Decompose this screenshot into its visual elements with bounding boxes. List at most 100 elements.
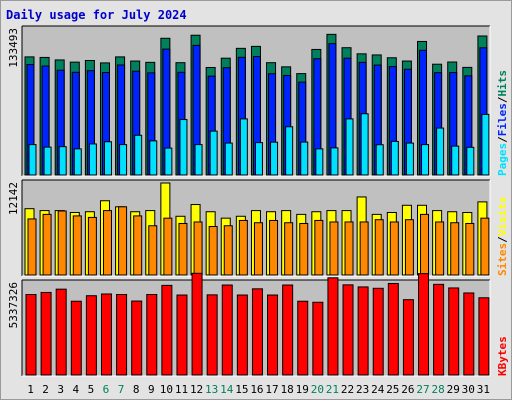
bar-pages-day-2	[43, 146, 52, 176]
bar-pages-day-16	[254, 142, 263, 176]
bar-kbytes-day-10	[161, 284, 173, 376]
day-label-19: 19	[296, 383, 309, 396]
bar-kbytes-day-24	[372, 287, 384, 376]
legend-item-files: Files	[496, 103, 509, 136]
bar-pages-day-30	[466, 146, 475, 176]
day-label-9: 9	[148, 383, 155, 396]
bar-kbytes-day-7	[116, 294, 128, 376]
bar-pages-day-17	[270, 141, 279, 176]
bar-kbytes-day-14	[221, 284, 233, 376]
day-label-31: 31	[477, 383, 490, 396]
bar-kbytes-day-31	[478, 297, 490, 376]
bar-sites-day-18	[284, 222, 294, 276]
bar-pages-day-29	[451, 145, 460, 176]
day-label-18: 18	[281, 383, 294, 396]
bar-kbytes-day-20	[312, 301, 324, 376]
day-label-11: 11	[175, 383, 188, 396]
legend-visitors: Sites/Visits	[496, 197, 509, 277]
bar-pages-day-28	[436, 127, 445, 176]
day-label-22: 22	[341, 383, 354, 396]
bar-pages-day-12	[194, 144, 203, 176]
max-label-kbytes: 5337326	[7, 282, 20, 328]
bar-kbytes-day-22	[342, 284, 354, 376]
day-label-12: 12	[190, 383, 203, 396]
day-label-13: 13	[205, 383, 218, 396]
bar-pages-day-21	[330, 147, 339, 176]
bar-sites-day-25	[389, 221, 399, 276]
day-label-20: 20	[311, 383, 324, 396]
bar-kbytes-day-21	[327, 277, 339, 376]
bar-sites-day-19	[299, 222, 309, 276]
day-label-10: 10	[160, 383, 173, 396]
bar-pages-day-8	[134, 134, 143, 176]
bar-kbytes-day-5	[85, 295, 97, 376]
x-axis-day-labels: 1 2 3 4 5 6 7 8 9 10 11 12 13 14 15 16 17 18 19 20 21 22 23 24 2…	[27, 383, 490, 396]
bar-sites-day-15	[238, 219, 248, 276]
bar-sites-day-17	[269, 219, 279, 276]
bar-sites-day-13	[208, 226, 218, 276]
bar-sites-day-11	[178, 222, 188, 276]
panel-visitors: 12142 Sites/Visits	[7, 179, 509, 277]
day-label-3: 3	[57, 383, 64, 396]
bar-sites-day-28	[435, 221, 445, 276]
day-label-14: 14	[220, 383, 234, 396]
bar-kbytes-day-11	[176, 294, 188, 376]
bar-sites-day-26	[404, 219, 414, 276]
bar-pages-day-5	[88, 143, 97, 176]
bar-sites-day-12	[193, 221, 203, 276]
bar-sites-day-23	[359, 221, 369, 276]
bar-kbytes-day-8	[131, 300, 143, 376]
day-label-25: 25	[386, 383, 399, 396]
bar-kbytes-day-13	[206, 294, 218, 376]
bar-pages-day-27	[421, 144, 430, 176]
bar-pages-day-23	[360, 113, 369, 176]
day-label-21: 21	[326, 383, 339, 396]
bar-sites-day-22	[344, 221, 354, 276]
bar-kbytes-day-26	[402, 299, 414, 376]
bar-sites-day-24	[374, 219, 384, 276]
day-label-1: 1	[27, 383, 34, 396]
bar-kbytes-day-9	[146, 294, 158, 376]
max-label-visitors: 12142	[7, 182, 20, 215]
bar-sites-day-31	[480, 217, 490, 276]
bar-sites-day-6	[102, 210, 112, 276]
bar-sites-day-27	[420, 213, 430, 276]
bar-pages-day-1	[28, 144, 37, 176]
legend-separator: /	[496, 236, 509, 243]
bar-pages-day-14	[224, 142, 233, 176]
day-label-27: 27	[416, 383, 429, 396]
day-label-26: 26	[401, 383, 414, 396]
bar-pages-day-11	[179, 119, 188, 176]
bar-kbytes-day-17	[267, 294, 279, 376]
bar-sites-day-1	[27, 218, 37, 276]
bar-pages-day-18	[285, 126, 294, 176]
legend-separator: /	[496, 96, 509, 103]
day-label-30: 30	[462, 383, 475, 396]
bar-kbytes-day-4	[70, 300, 82, 376]
day-label-23: 23	[356, 383, 369, 396]
bar-sites-day-20	[314, 219, 324, 276]
bar-sites-day-14	[223, 225, 233, 276]
bar-sites-day-9	[148, 225, 158, 276]
bar-sites-day-21	[329, 221, 339, 276]
bar-sites-day-10	[163, 217, 173, 276]
bar-sites-day-16	[253, 222, 263, 276]
bar-kbytes-day-25	[387, 282, 399, 376]
bar-pages-day-15	[239, 118, 248, 176]
day-label-7: 7	[118, 383, 125, 396]
legend-requests: Pages/Files/Hits	[496, 70, 509, 176]
bar-pages-day-7	[119, 144, 128, 176]
day-label-6: 6	[103, 383, 110, 396]
day-label-4: 4	[72, 383, 79, 396]
bar-sites-day-5	[87, 216, 97, 276]
day-label-8: 8	[133, 383, 140, 396]
bar-kbytes-day-12	[191, 272, 203, 376]
bar-pages-day-6	[103, 141, 112, 176]
bar-pages-day-9	[149, 140, 158, 176]
bar-pages-day-4	[73, 148, 82, 176]
day-label-29: 29	[447, 383, 460, 396]
bar-kbytes-day-23	[357, 286, 369, 376]
bar-kbytes-day-1	[25, 294, 37, 376]
chart-title: Daily usage for July 2024	[6, 8, 187, 22]
